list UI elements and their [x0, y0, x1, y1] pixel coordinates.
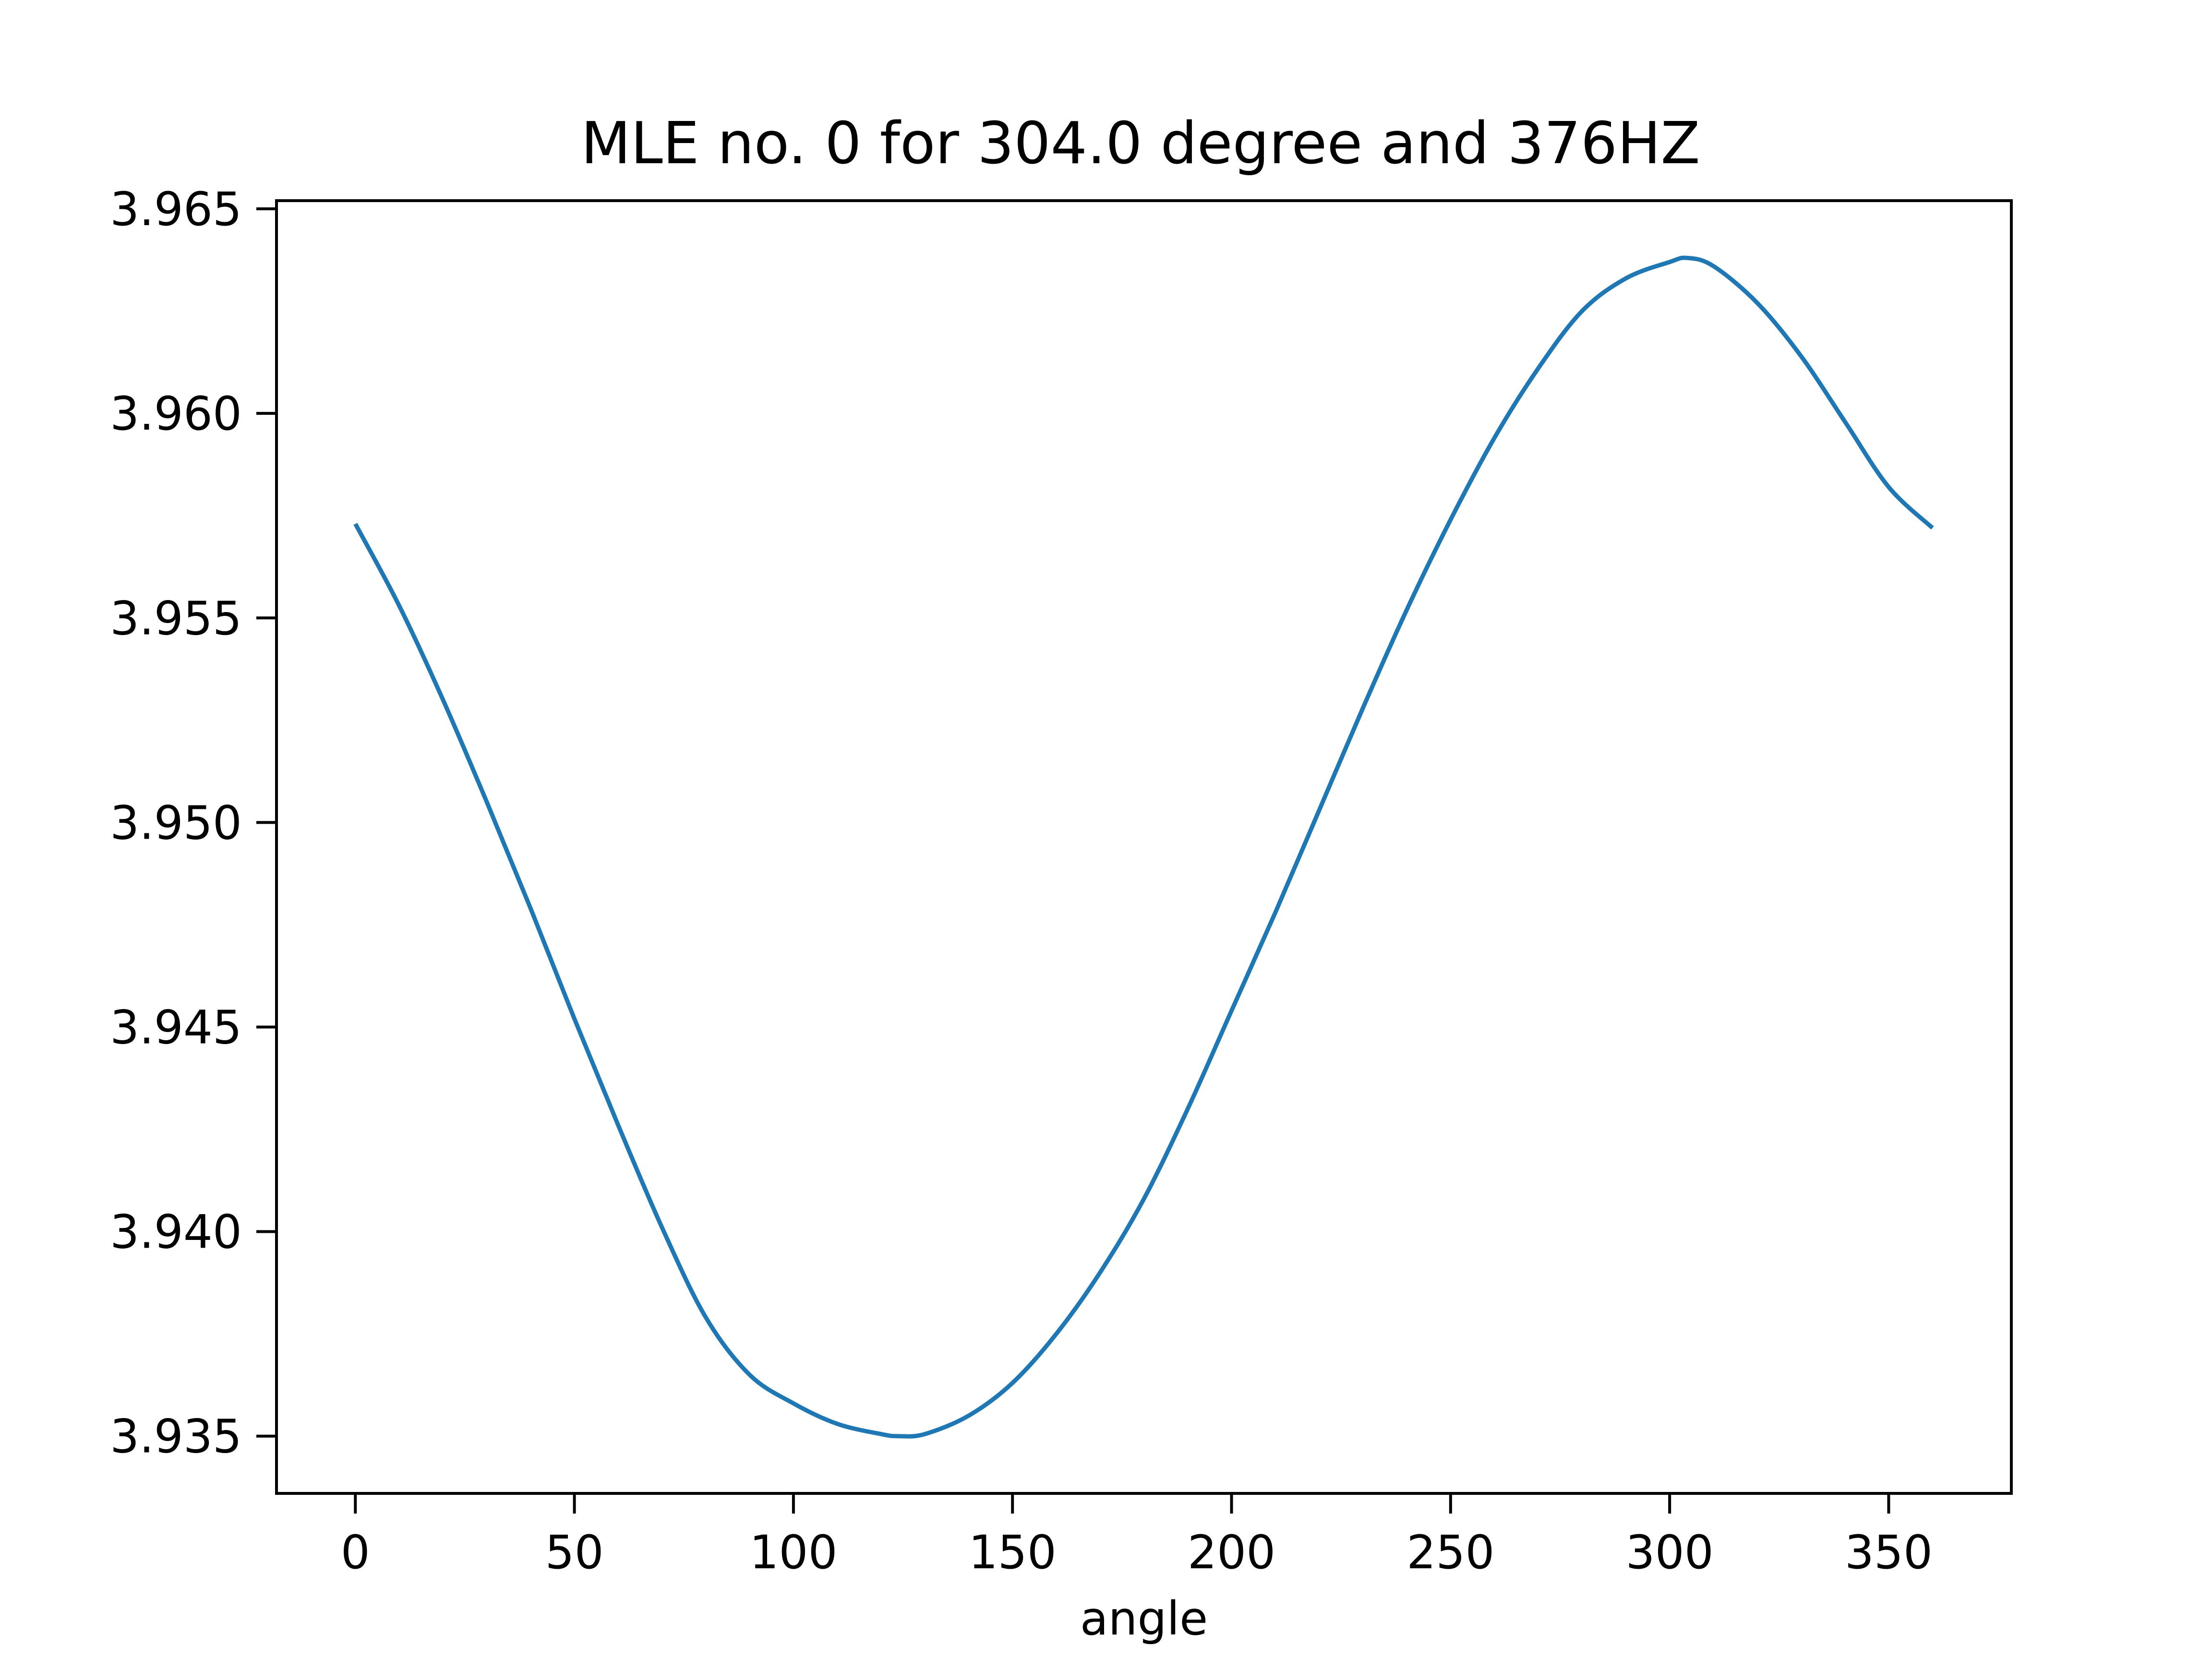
series-line [353, 255, 1934, 1439]
chart-title: MLE no. 0 for 304.0 degree and 376HZ [581, 110, 1700, 177]
y-axis-ticks: 3.935 3.940 3.945 3.950 3.955 3.960 3.965 [110, 182, 276, 1464]
x-tick-label: 50 [545, 1526, 604, 1579]
x-tick-label: 250 [1407, 1526, 1494, 1579]
series-layer [353, 255, 1934, 1439]
x-tick-label: 0 [341, 1526, 370, 1579]
y-tick-label: 3.940 [110, 1205, 242, 1259]
plot-frame [275, 199, 2013, 1495]
x-tick-label: 100 [749, 1526, 837, 1579]
y-tick-label: 3.960 [110, 387, 242, 441]
y-tick-label: 3.950 [110, 796, 242, 850]
x-tick-label: 200 [1188, 1526, 1275, 1579]
y-tick-label: 3.935 [110, 1410, 242, 1464]
x-axis-label: angle [1080, 1592, 1208, 1646]
y-tick-label: 3.945 [110, 1000, 242, 1054]
x-tick-label: 350 [1845, 1526, 1933, 1579]
y-tick-label: 3.955 [110, 591, 242, 645]
x-tick-label: 150 [969, 1526, 1057, 1579]
x-tick-label: 300 [1626, 1526, 1714, 1579]
y-tick-label: 3.965 [110, 182, 242, 236]
x-axis-ticks: 0 50 100 150 200 250 300 350 [341, 1493, 1933, 1579]
